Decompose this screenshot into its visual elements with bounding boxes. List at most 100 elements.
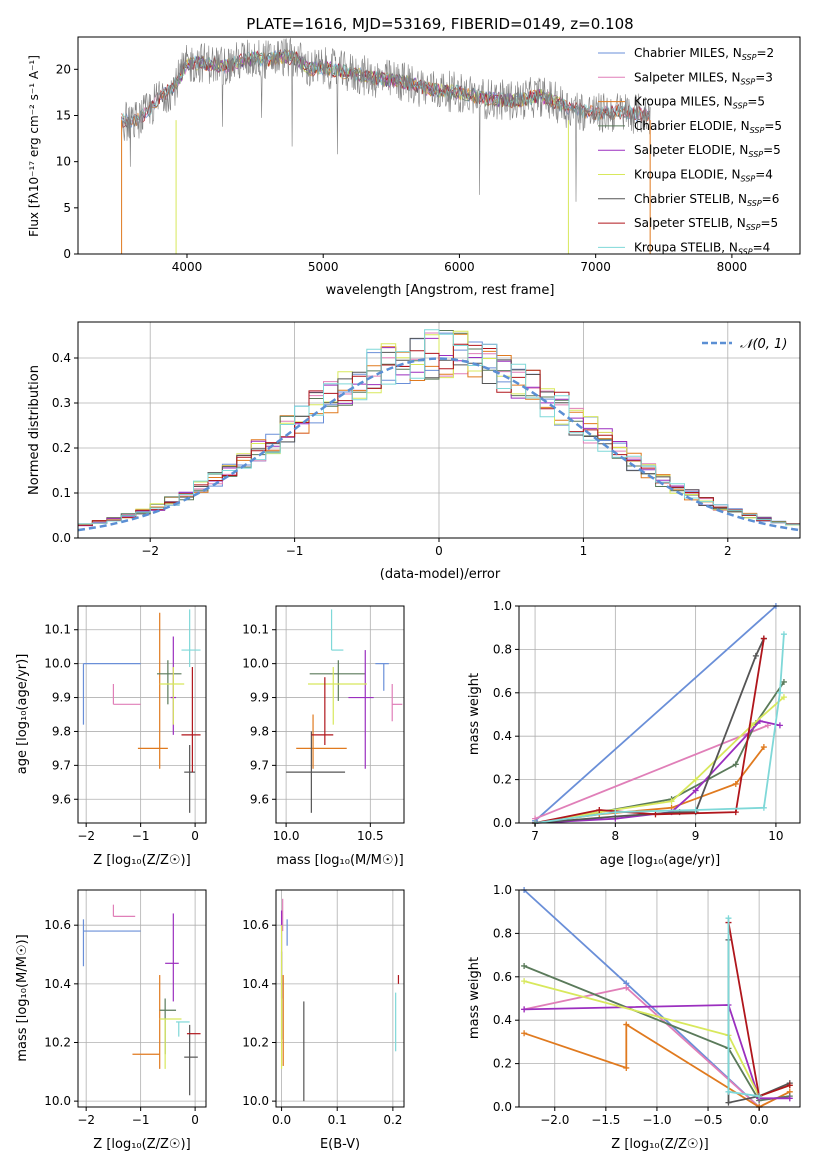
weight-series-line bbox=[534, 681, 785, 824]
tick-label-y: 1.0 bbox=[493, 599, 512, 613]
age-vs-mass-xlabel: mass [log₁₀(M/M☉)] bbox=[276, 853, 403, 868]
tick-label-x: −1 bbox=[132, 1113, 150, 1127]
tick-label-y: 10.6 bbox=[242, 918, 269, 932]
weight-vs-age-ticks: 7 8 9 10 0.0 0.2 0.4 0.6 0.8 1.0 bbox=[493, 599, 784, 843]
tick-label-x: 6000 bbox=[444, 260, 475, 274]
normal-reference-curve bbox=[77, 357, 801, 532]
weight-series-marker bbox=[752, 652, 759, 659]
tick-label-x: 4000 bbox=[172, 260, 203, 274]
spectrum-data-line bbox=[121, 37, 651, 202]
tick-label-y: 9.7 bbox=[250, 758, 269, 772]
age-vs-z-grid bbox=[78, 606, 206, 823]
tick-label-x: −1 bbox=[132, 829, 150, 843]
tick-label-y: 9.9 bbox=[250, 691, 269, 705]
legend-label: Chabrier MILES, NSSP=2 bbox=[634, 46, 774, 62]
mass-vs-ebv-panel: 0.0 0.1 0.2 10.0 10.2 10.4 10.6 E(B-V) bbox=[242, 889, 405, 1152]
residual-histogram bbox=[78, 343, 800, 526]
weight-vs-age-xlabel: age [log₁₀(age/yr)] bbox=[600, 853, 721, 868]
age-vs-z-plot bbox=[82, 609, 201, 813]
tick-label-x: −1.0 bbox=[642, 1113, 671, 1127]
age-vs-mass-plot bbox=[286, 609, 403, 813]
tick-label-y: 0 bbox=[63, 247, 71, 261]
tick-label-y: 10.1 bbox=[242, 623, 269, 637]
weight-series-marker bbox=[760, 744, 767, 751]
mass-vs-ebv-frame bbox=[275, 889, 405, 1108]
weight-series-line bbox=[534, 638, 765, 824]
weight-series-marker bbox=[668, 798, 675, 805]
tick-label-x: 9 bbox=[692, 829, 700, 843]
weight-series-line bbox=[534, 605, 777, 822]
tick-label-y: 0.8 bbox=[493, 926, 512, 940]
weight-series-marker bbox=[760, 804, 767, 811]
tick-label-x: −2 bbox=[77, 829, 95, 843]
tick-label-x: −2.0 bbox=[540, 1113, 569, 1127]
weight-series-marker bbox=[780, 678, 787, 685]
residual-histogram bbox=[78, 329, 800, 526]
weight-series-marker bbox=[725, 1088, 732, 1095]
weight-series-marker bbox=[521, 962, 528, 969]
age-vs-mass-ticks: 10.0 10.5 9.6 9.7 9.8 9.9 10.0 10.1 bbox=[242, 623, 383, 843]
tick-label-y: 0.0 bbox=[493, 816, 512, 830]
residual-ylabel: Normed distribution bbox=[27, 365, 42, 495]
tick-label-y: 0.4 bbox=[493, 729, 512, 743]
tick-label-x: 10 bbox=[768, 829, 783, 843]
mass-vs-ebv-ticks: 0.0 0.1 0.2 10.0 10.2 10.4 10.6 bbox=[242, 918, 402, 1127]
weight-vs-age-plot bbox=[532, 603, 787, 826]
legend-label: Kroupa STELIB, NSSP=4 bbox=[634, 240, 770, 256]
weight-series-marker bbox=[652, 811, 659, 818]
tick-label-x: 0 bbox=[191, 829, 199, 843]
weight-series-marker bbox=[776, 689, 783, 696]
residual-plot bbox=[77, 329, 801, 532]
tick-label-y: 0.2 bbox=[52, 441, 71, 455]
tick-label-y: 10.4 bbox=[242, 977, 269, 991]
tick-label-x: −1 bbox=[286, 544, 304, 558]
age-vs-z-ylabel: age [log₁₀(age/yr)] bbox=[15, 654, 30, 775]
legend-label: Kroupa MILES, NSSP=5 bbox=[634, 95, 765, 111]
tick-label-y: 0.1 bbox=[52, 486, 71, 500]
tick-label-x: 7 bbox=[531, 829, 539, 843]
spectrum-axes-frame bbox=[77, 36, 801, 255]
weight-series-marker bbox=[756, 1093, 763, 1100]
mass-vs-z-ylabel: mass [log₁₀(M/M☉)] bbox=[15, 934, 30, 1061]
tick-label-y: 10.6 bbox=[44, 918, 71, 932]
tick-label-y: 10.0 bbox=[242, 1094, 269, 1108]
age-vs-z-frame bbox=[77, 605, 207, 824]
tick-label-x: 5000 bbox=[308, 260, 339, 274]
weight-series-line bbox=[524, 1004, 790, 1100]
tick-label-x: 8 bbox=[612, 829, 620, 843]
tick-label-y: 20 bbox=[56, 62, 71, 76]
tick-label-y: 0.3 bbox=[52, 396, 71, 410]
residual-panel: −2 −1 0 1 2 0.0 0.1 0.2 0.3 0.4 (data-model)/erro… bbox=[27, 321, 801, 582]
weight-series-marker bbox=[732, 780, 739, 787]
weight-vs-z-panel: −2.0 −1.5 −1.0 −0.5 0.0 0.0 0.2 0.4 0.6 0.8 1.0 Z … bbox=[467, 883, 801, 1152]
tick-label-x: 8000 bbox=[717, 260, 748, 274]
mass-vs-z-panel: −2 −1 0 10.0 10.2 10.4 10.6 Z [log₁₀(Z/Z☉)] ma… bbox=[15, 889, 207, 1152]
legend-label: Kroupa ELODIE, NSSP=4 bbox=[634, 168, 773, 184]
weight-series-marker bbox=[521, 1006, 528, 1013]
weight-vs-z-xlabel: Z [log₁₀(Z/Z☉)] bbox=[611, 1137, 708, 1152]
weight-series-marker bbox=[521, 1030, 528, 1037]
weight-series-marker bbox=[521, 978, 528, 985]
tick-label-y: 1.0 bbox=[493, 883, 512, 897]
mass-vs-z-frame bbox=[77, 889, 207, 1108]
age-vs-mass-frame bbox=[275, 605, 405, 824]
weight-series-marker bbox=[776, 722, 783, 729]
spectrum-panel: 4000 5000 6000 7000 8000 0 5 10 15 20 wavelength … bbox=[27, 36, 801, 298]
weight-vs-z-plot bbox=[521, 887, 793, 1110]
weight-series-marker bbox=[623, 1021, 630, 1028]
weight-series-marker bbox=[786, 1082, 793, 1089]
spectrum-ylabel: Flux [fλ10⁻¹⁷ erg cm⁻² s⁻¹ A⁻¹] bbox=[27, 55, 41, 237]
weight-series-marker bbox=[725, 915, 732, 922]
tick-label-y: 0.8 bbox=[493, 642, 512, 656]
figure-title: PLATE=1616, MJD=53169, FIBERID=0149, z=0… bbox=[246, 15, 633, 33]
spectrum-ticks: 4000 5000 6000 7000 8000 0 5 10 15 20 bbox=[56, 62, 747, 274]
tick-label-y: 0.6 bbox=[493, 686, 512, 700]
tick-label-x: 10.5 bbox=[357, 829, 384, 843]
weight-vs-age-panel: 7 8 9 10 0.0 0.2 0.4 0.6 0.8 1.0 age [log₁₀(age/y… bbox=[467, 599, 801, 868]
mass-vs-z-ticks: −2 −1 0 10.0 10.2 10.4 10.6 bbox=[44, 918, 199, 1127]
tick-label-x: −2 bbox=[77, 1113, 95, 1127]
age-vs-mass-panel: 10.0 10.5 9.6 9.7 9.8 9.9 10.0 10.1 mass [log₁₀… bbox=[242, 605, 405, 868]
tick-label-x: 0.2 bbox=[383, 1113, 402, 1127]
weight-series-line bbox=[534, 724, 769, 820]
